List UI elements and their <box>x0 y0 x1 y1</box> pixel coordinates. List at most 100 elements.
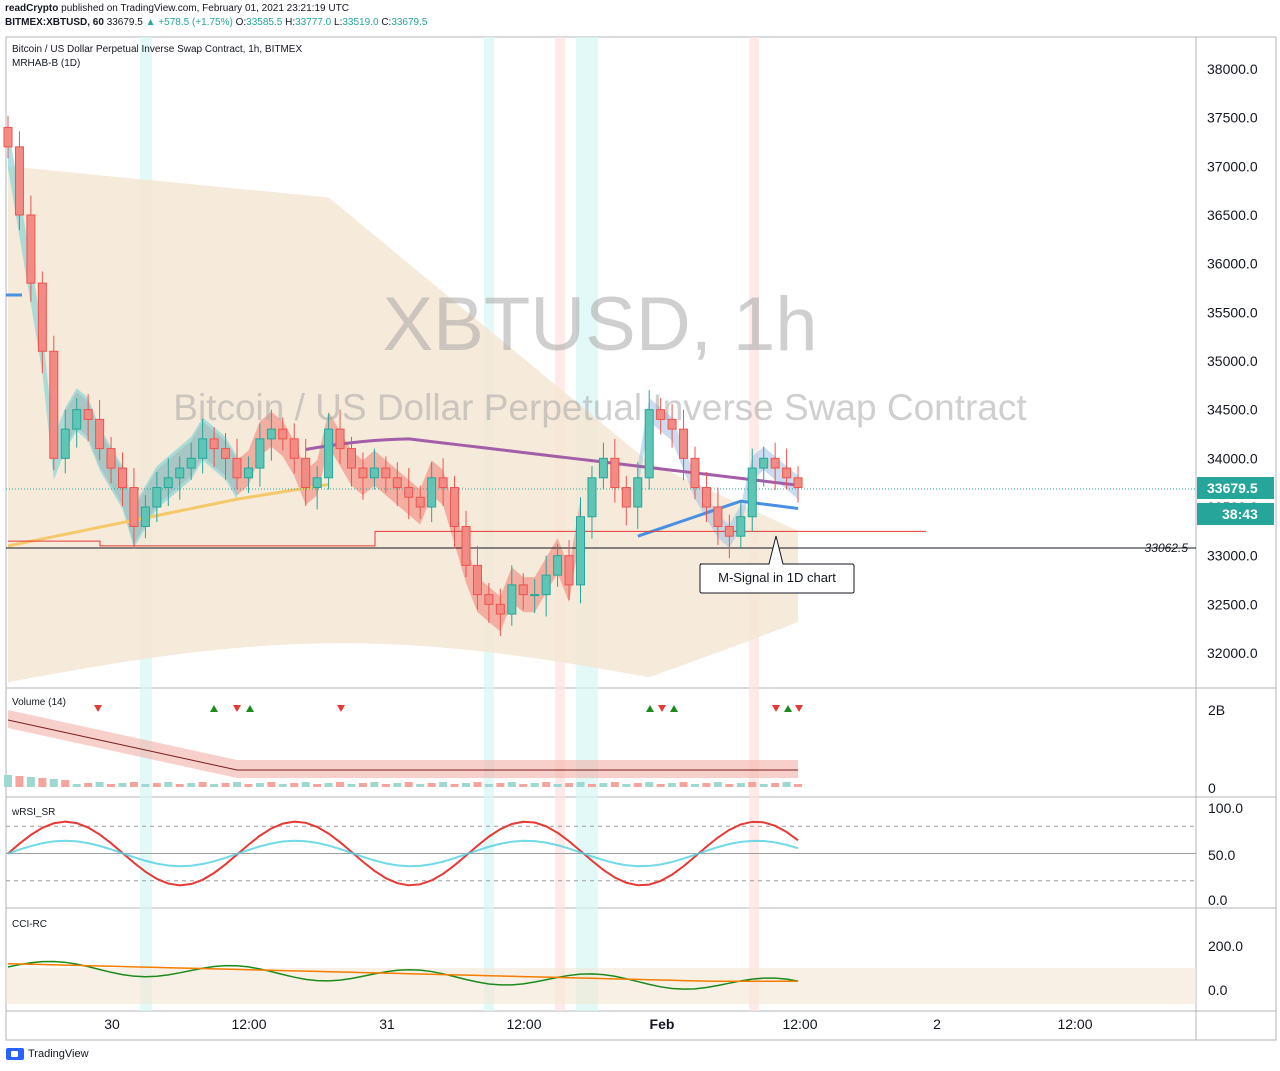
time-label-1200-a: 12:00 <box>231 1016 266 1032</box>
volume-bar <box>175 784 184 787</box>
volume-bar <box>4 775 12 787</box>
volume-bar <box>198 782 207 787</box>
candle-body <box>507 584 517 615</box>
volume-bar <box>759 784 768 787</box>
candle-body <box>26 214 36 284</box>
candle-body <box>404 487 414 498</box>
volume-bar <box>210 784 219 787</box>
volume-bar <box>61 780 70 787</box>
candle-body <box>415 496 425 508</box>
candle-body <box>392 477 402 489</box>
volume-bar <box>38 778 47 787</box>
wrsi-line <box>7 820 799 887</box>
candle-body <box>438 477 448 489</box>
up-arrow-icon <box>210 705 218 712</box>
candle-body <box>713 506 723 527</box>
cci-tick-0: 0.0 <box>1208 982 1228 998</box>
candle-body <box>198 438 208 459</box>
watermark-symbol: XBTUSD, 1h <box>382 282 817 367</box>
time-label-1200-c: 12:00 <box>782 1016 817 1032</box>
chart-canvas[interactable]: XBTUSD, 1h Bitcoin / US Dollar Perpetual… <box>0 0 1280 1045</box>
publisher-name: readCrypto <box>5 3 59 14</box>
wrsi-signal-line <box>7 839 799 868</box>
price-tick: 32500.0 <box>1207 596 1258 612</box>
open-value: 33585.5 <box>246 17 283 28</box>
candle-body <box>152 487 162 508</box>
candle-body <box>701 487 711 508</box>
candle-body <box>301 457 311 489</box>
countdown-badge-bg <box>1197 503 1274 525</box>
annotation-callout[interactable] <box>699 535 855 594</box>
tradingview-logo-icon <box>6 1048 24 1060</box>
volume-bar <box>484 784 493 787</box>
down-arrow-icon <box>658 705 666 712</box>
candle-body <box>186 457 196 469</box>
volume-bar <box>336 782 345 787</box>
candle-body <box>759 457 769 469</box>
candle-body <box>610 457 620 489</box>
high-label: H: <box>285 17 296 28</box>
volume-bar <box>473 782 482 787</box>
candle-body <box>793 477 803 489</box>
volume-bar <box>221 783 230 787</box>
purple-ma-line <box>305 437 799 487</box>
volume-bar <box>702 783 711 787</box>
indicator-title: MRHAB-B (1D) <box>12 58 80 69</box>
candle-body <box>72 409 82 430</box>
volume-bar <box>290 783 299 787</box>
cci-tick-200: 200.0 <box>1208 938 1243 954</box>
candle-body <box>576 516 585 586</box>
candle-body <box>140 506 150 527</box>
candle-body <box>289 438 299 459</box>
volume-bar <box>267 782 276 787</box>
time-label-31: 31 <box>379 1016 395 1032</box>
candle-body <box>60 428 70 459</box>
published-text: published on TradingView.com, February 0… <box>61 3 349 14</box>
volume-bar <box>255 783 264 787</box>
candle-body <box>427 477 437 508</box>
up-arrow-icon <box>246 705 254 712</box>
candle-body <box>278 428 288 440</box>
high-value: 33777.0 <box>295 17 332 28</box>
volume-bar <box>278 784 287 787</box>
candle-body <box>472 564 482 596</box>
candle-body <box>312 477 322 489</box>
volume-bar <box>713 782 722 787</box>
candle-body <box>587 477 597 518</box>
volume-bar <box>450 784 459 787</box>
volume-bar <box>736 783 745 787</box>
volume-cloud <box>8 710 799 778</box>
horizontal-level-label: 33062.5 <box>1145 541 1189 555</box>
volume-bar <box>152 783 161 787</box>
blue-cloud <box>637 397 799 548</box>
price-axis: 38000.0 37500.0 37000.0 36500.0 36000.0 35500… <box>1207 61 1258 661</box>
close-value: 33679.5 <box>391 17 428 28</box>
volume-bar <box>542 782 551 787</box>
volume-bar <box>118 783 127 787</box>
footer-brand: TradingView <box>28 1048 89 1060</box>
time-label-1200-b: 12:00 <box>506 1016 541 1032</box>
volume-pane <box>4 705 803 787</box>
price-tick: 36500.0 <box>1207 207 1258 223</box>
candle-body <box>129 487 139 527</box>
volume-bar <box>393 783 402 787</box>
volume-bar <box>565 783 574 787</box>
price-tick: 33000.0 <box>1207 548 1258 564</box>
candle-body <box>633 477 643 508</box>
volume-bar <box>141 784 150 787</box>
price-change: ▲ +578.5 (+1.75%) <box>145 17 233 28</box>
countdown-badge: 38:43 <box>1222 506 1258 522</box>
close-label: C: <box>381 17 392 28</box>
cci-signal-line <box>7 962 799 983</box>
price-tick: 37500.0 <box>1207 110 1258 126</box>
candle-body <box>37 282 47 352</box>
down-arrow-icon <box>795 705 803 712</box>
volume-bar <box>233 782 241 787</box>
price-tick: 35500.0 <box>1207 304 1258 320</box>
volume-bar <box>645 782 654 787</box>
volume-bar <box>622 784 631 787</box>
volume-bar <box>95 782 104 787</box>
price-tick: 35000.0 <box>1207 353 1258 369</box>
volume-bar <box>129 782 138 787</box>
candle-body <box>782 467 792 479</box>
